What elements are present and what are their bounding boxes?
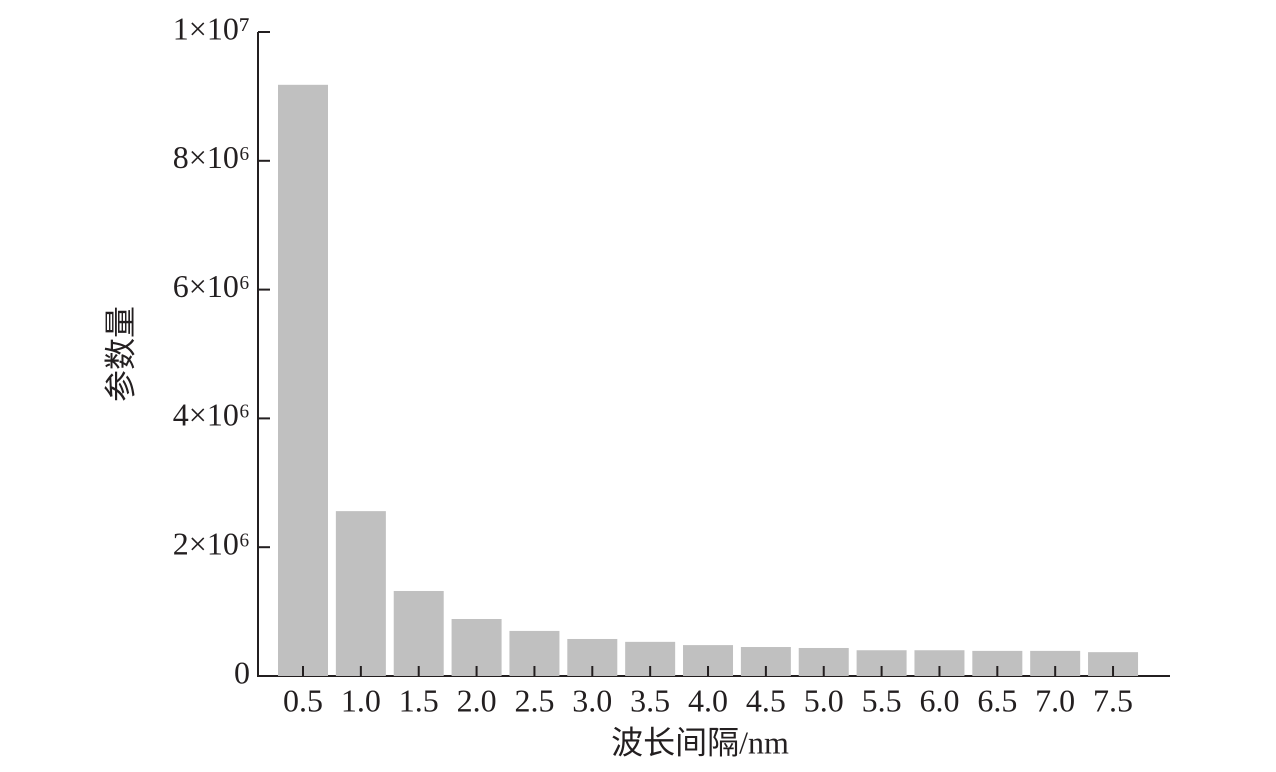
bar bbox=[335, 511, 386, 676]
x-tick-label: 1.5 bbox=[399, 682, 439, 718]
x-tick-label: 3.0 bbox=[572, 682, 612, 718]
y-tick-label: 4×10⁶ bbox=[173, 397, 250, 433]
x-tick-label: 2.5 bbox=[514, 682, 554, 718]
x-tick-label: 0.5 bbox=[283, 682, 323, 718]
x-tick-label: 4.5 bbox=[746, 682, 786, 718]
y-axis-label: 参数量 bbox=[102, 306, 138, 402]
x-axis-label: 波长间隔/nm bbox=[611, 724, 789, 760]
x-tick-label: 3.5 bbox=[630, 682, 670, 718]
y-tick-label: 6×10⁶ bbox=[173, 268, 250, 304]
x-tick-label: 5.0 bbox=[804, 682, 844, 718]
y-tick-label: 0 bbox=[234, 654, 250, 690]
x-tick-label: 6.0 bbox=[919, 682, 959, 718]
y-tick-label: 2×10⁶ bbox=[173, 526, 250, 562]
bar bbox=[393, 590, 444, 676]
x-tick-label: 4.0 bbox=[688, 682, 728, 718]
x-tick-label: 6.5 bbox=[977, 682, 1017, 718]
bar bbox=[278, 84, 328, 677]
y-tick-label: 1×10⁷ bbox=[173, 10, 250, 46]
x-tick-label: 5.5 bbox=[862, 682, 902, 718]
x-tick-label: 7.0 bbox=[1035, 682, 1075, 718]
y-tick-label: 8×10⁶ bbox=[173, 139, 250, 175]
x-tick-label: 7.5 bbox=[1093, 682, 1133, 718]
x-tick-label: 1.0 bbox=[341, 682, 381, 718]
bar bbox=[1088, 652, 1139, 676]
x-tick-label: 2.0 bbox=[457, 682, 497, 718]
